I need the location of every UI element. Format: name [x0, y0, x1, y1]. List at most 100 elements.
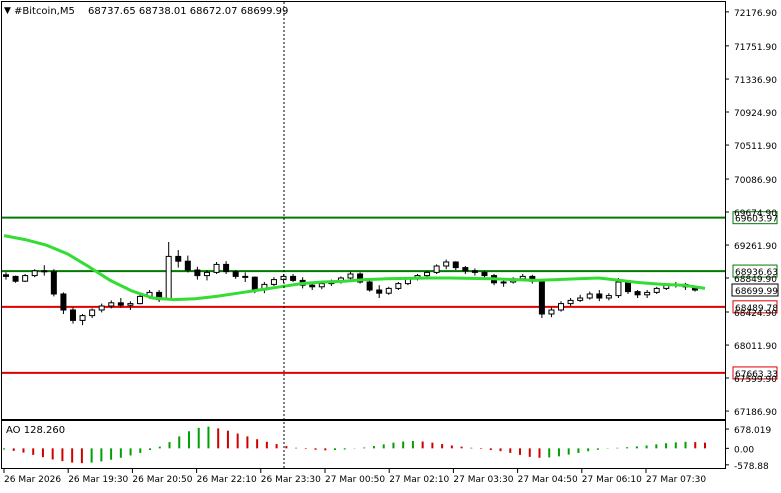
level-tag [732, 264, 778, 278]
time-tick-label: 27 Mar 04:50 [518, 475, 578, 485]
time-tick-label: 26 Mar 23:30 [261, 475, 321, 485]
price-tick-label: 70924.90 [734, 109, 777, 119]
candle-body [213, 263, 220, 273]
candle-body [548, 309, 555, 315]
price-tick-label: 72176.90 [734, 9, 777, 19]
time-tick-label: 27 Mar 06:10 [582, 475, 642, 485]
price-tick-label: 70086.90 [734, 176, 777, 186]
level-tag [732, 211, 778, 225]
candle-body [376, 289, 383, 294]
ao-tick-label: -578.88 [734, 462, 769, 472]
candle-body [567, 299, 574, 305]
price-axis: 72176.90 71751.90 71336.90 70924.90 70511.90… [725, 9, 777, 418]
candle-body [50, 271, 57, 295]
candle-body [136, 295, 143, 305]
candle-body [385, 287, 392, 294]
candle-body [577, 297, 584, 301]
ao-tick-label: 678.019 [734, 426, 771, 436]
candle-body [31, 270, 38, 277]
current-price-label: 68699.99 [735, 287, 778, 297]
candle-body [452, 261, 459, 269]
candle-body [634, 291, 641, 296]
level-label: 68936.63 [735, 268, 778, 278]
candle-body [79, 315, 86, 321]
candle-body [443, 261, 450, 267]
candle-body [117, 302, 124, 306]
price-tick-label: 67186.90 [734, 408, 777, 418]
candle-body [605, 295, 612, 299]
candle-body [347, 273, 354, 279]
level-label: 67663.33 [735, 370, 778, 380]
price-tick-label: 68011.90 [734, 342, 777, 352]
candle-body [108, 302, 115, 307]
level-lines: 69603.97 68936.63 68489.78 67663.33 68699.99 [2, 211, 779, 380]
candle-body [318, 283, 325, 288]
candle-body [471, 270, 478, 273]
main-plot-frame [1, 1, 726, 420]
time-tick-label: 26 Mar 22:10 [197, 475, 257, 485]
candle-body [184, 260, 191, 271]
candle-body [41, 270, 48, 273]
candle-body [223, 263, 230, 273]
candle-body [98, 305, 105, 311]
time-tick-label: 26 Mar 2026 [4, 475, 61, 485]
candles [3, 242, 698, 326]
price-tick-label: 67599.90 [734, 375, 777, 385]
candle-body [538, 280, 545, 315]
candle-body [175, 255, 182, 262]
candle-body [500, 281, 507, 284]
current-price-tag [731, 283, 779, 297]
time-tick-label: 27 Mar 03:30 [453, 475, 513, 485]
chart-header-ohlc: 68737.65 68738.01 68672.07 68699.99 [88, 6, 288, 17]
candle-body [60, 293, 67, 311]
candle-body [433, 265, 440, 273]
candle-body [69, 309, 76, 321]
candle-body [203, 271, 210, 277]
candle-body [395, 283, 402, 289]
time-tick-label: 27 Mar 00:50 [325, 475, 385, 485]
time-tick-label: 26 Mar 19:30 [68, 475, 128, 485]
candle-body [290, 275, 297, 281]
candle-body [586, 293, 593, 299]
candle-body [242, 275, 249, 278]
chart-header-symbol: #Bitcoin,M5 [14, 6, 75, 17]
level-label: 69603.97 [735, 215, 778, 225]
moving-average-line [3, 234, 706, 302]
ao-tick-label: 0.00 [734, 445, 754, 455]
candle-body [194, 269, 201, 277]
candle-body [625, 281, 632, 293]
candle-body [558, 303, 565, 311]
price-tick-label: 69261.90 [734, 242, 777, 252]
candle-body [12, 275, 19, 282]
moving-average [3, 234, 706, 302]
time-axis: 26 Mar 2026 26 Mar 19:30 26 Mar 20:50 26 Ma… [3, 469, 706, 485]
candle-body [3, 274, 9, 277]
candle-body [22, 275, 29, 282]
price-tick-label: 70511.90 [734, 142, 777, 152]
candle-body [462, 267, 469, 272]
candle-body [366, 281, 373, 291]
candle-body [424, 271, 431, 277]
price-tick-label: 71751.90 [734, 43, 777, 53]
candle-body [481, 271, 488, 277]
candle-body [357, 273, 364, 283]
time-tick-label: 27 Mar 07:30 [646, 475, 706, 485]
price-tick-label: 69674.90 [734, 209, 777, 219]
candle-body [232, 271, 239, 277]
ao-plot-frame [1, 420, 726, 469]
level-tag [732, 300, 778, 314]
ao-label: AO 128.260 [6, 425, 65, 436]
candle-body [653, 287, 660, 293]
candle-body [596, 293, 603, 299]
ao-axis: 678.019 0.00 -578.88 [725, 426, 771, 472]
header-dropdown-icon[interactable]: ▼ [4, 6, 11, 16]
ao-histogram [3, 426, 706, 464]
candle-body [309, 284, 316, 288]
candle-body [615, 281, 622, 297]
candle-body [127, 303, 134, 306]
candle-body [644, 291, 651, 296]
candle-body [251, 276, 258, 291]
time-tick-label: 26 Mar 20:50 [132, 475, 192, 485]
